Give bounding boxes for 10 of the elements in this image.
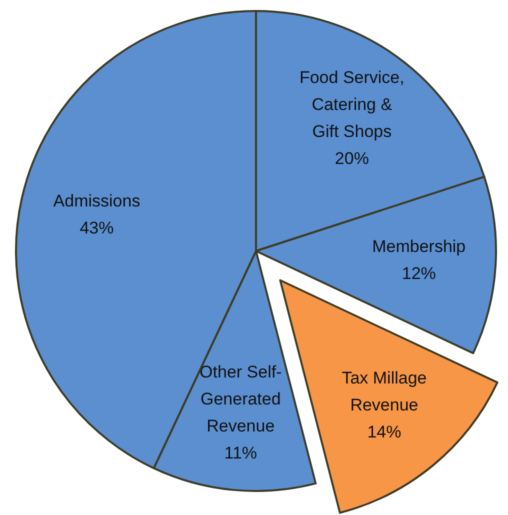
data-label: 11% <box>224 443 258 462</box>
data-label: 43% <box>80 218 114 238</box>
data-label: 14% <box>367 422 402 442</box>
slice-label: Admissions <box>53 191 140 210</box>
slice-label: Other Self-Generated Revenue <box>200 362 282 436</box>
data-label: 12% <box>402 264 436 284</box>
slice-label: Tax Millage Revenue <box>342 368 427 415</box>
data-label: 20% <box>334 148 369 168</box>
slice-label: Food Service, Catering & Gift Shops <box>299 68 404 141</box>
slice-label: Membership <box>372 237 466 256</box>
